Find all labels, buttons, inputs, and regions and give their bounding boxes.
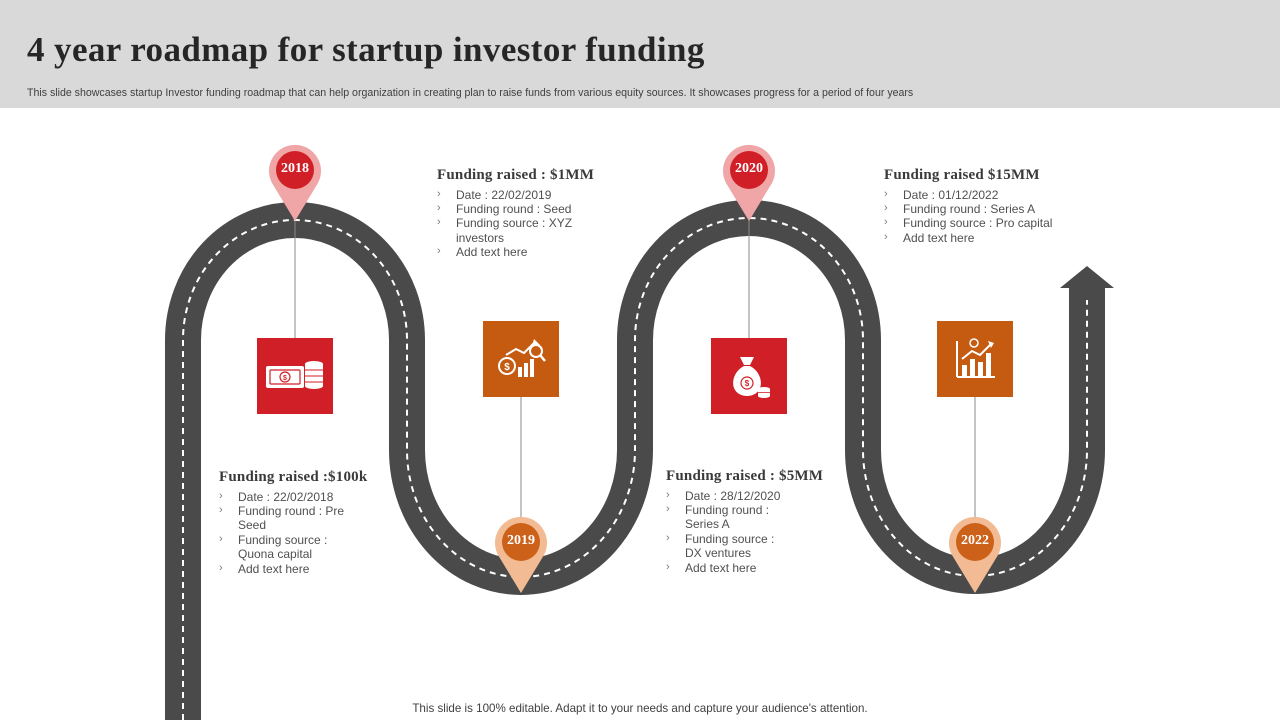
milestone-heading-2022: Funding raised $15MM: [884, 167, 1040, 183]
pin-2020: [723, 144, 775, 221]
detail-item: Funding source :: [219, 532, 327, 547]
milestone-block-2022: Funding raised $15MM Date : 01/12/2022 F…: [884, 167, 1084, 245]
detail-item: Date : 22/02/2018: [219, 489, 333, 504]
svg-text:$: $: [504, 362, 510, 373]
detail-item: Add text here: [884, 230, 974, 245]
detail-item-continuation: Quona capital: [238, 547, 313, 561]
milestone-heading-2018: Funding raised :$100k: [219, 469, 368, 485]
cash-coins-icon: $: [266, 361, 323, 389]
pin-2018: [269, 144, 321, 221]
detail-item: Add text here: [666, 560, 756, 575]
svg-text:$: $: [283, 375, 287, 382]
detail-item: Date : 28/12/2020: [666, 488, 780, 503]
milestone-heading-2020: Funding raised : $5MM: [666, 468, 824, 484]
detail-item: Funding round :: [666, 502, 769, 517]
pin-2019: [495, 516, 547, 593]
milestone-block-2020: Funding raised : $5MM Date : 28/12/2020 …: [666, 468, 866, 575]
detail-item: Funding source : Pro capital: [884, 215, 1052, 230]
dollar-growth-chart-icon: $: [498, 339, 546, 377]
detail-item: Funding round : Seed: [437, 201, 571, 216]
page-subtitle: This slide showcases startup Investor fu…: [27, 87, 914, 99]
year-label-2020: 2020: [735, 161, 763, 176]
detail-item-continuation: DX ventures: [685, 546, 752, 560]
footer-note: This slide is 100% editable. Adapt it to…: [412, 702, 868, 715]
detail-item: Funding round : Series A: [884, 201, 1035, 216]
detail-item: Funding source :: [666, 531, 774, 546]
money-bag-icon: $: [733, 357, 770, 398]
detail-item-continuation: investors: [456, 231, 505, 245]
milestone-icon-box-2022: [937, 321, 1013, 397]
road-center-dashes: [182, 217, 1088, 720]
svg-text:$: $: [745, 379, 750, 388]
road-arrow-head: [1060, 266, 1114, 288]
detail-item: Add text here: [219, 561, 309, 576]
bar-chart-growth-icon: [956, 338, 995, 378]
page-title: 4 year roadmap for startup investor fund…: [27, 30, 705, 69]
milestone-heading-2019: Funding raised : $1MM: [437, 167, 595, 183]
detail-item: Funding source : XYZ: [437, 215, 572, 230]
detail-item: Add text here: [437, 244, 527, 259]
pin-2022: [949, 516, 1001, 593]
year-label-2022: 2022: [961, 533, 989, 548]
milestone-block-2019: Funding raised : $1MM Date : 22/02/2019 …: [437, 167, 637, 259]
year-label-2018: 2018: [281, 161, 309, 176]
milestone-icon-box-2019: $: [483, 321, 559, 397]
milestone-icon-box-2018: $: [257, 338, 333, 414]
detail-item-continuation: Series A: [685, 517, 730, 531]
milestone-block-2018: Funding raised :$100k Date : 22/02/2018 …: [219, 469, 419, 576]
milestone-icon-box-2020: $: [711, 338, 787, 414]
detail-item: Date : 01/12/2022: [884, 187, 998, 202]
header-bar: 4 year roadmap for startup investor fund…: [0, 0, 1280, 108]
detail-item: Date : 22/02/2019: [437, 187, 551, 202]
detail-item-continuation: Seed: [238, 518, 267, 532]
year-label-2019: 2019: [507, 533, 535, 548]
detail-item: Funding round : Pre: [219, 503, 344, 518]
